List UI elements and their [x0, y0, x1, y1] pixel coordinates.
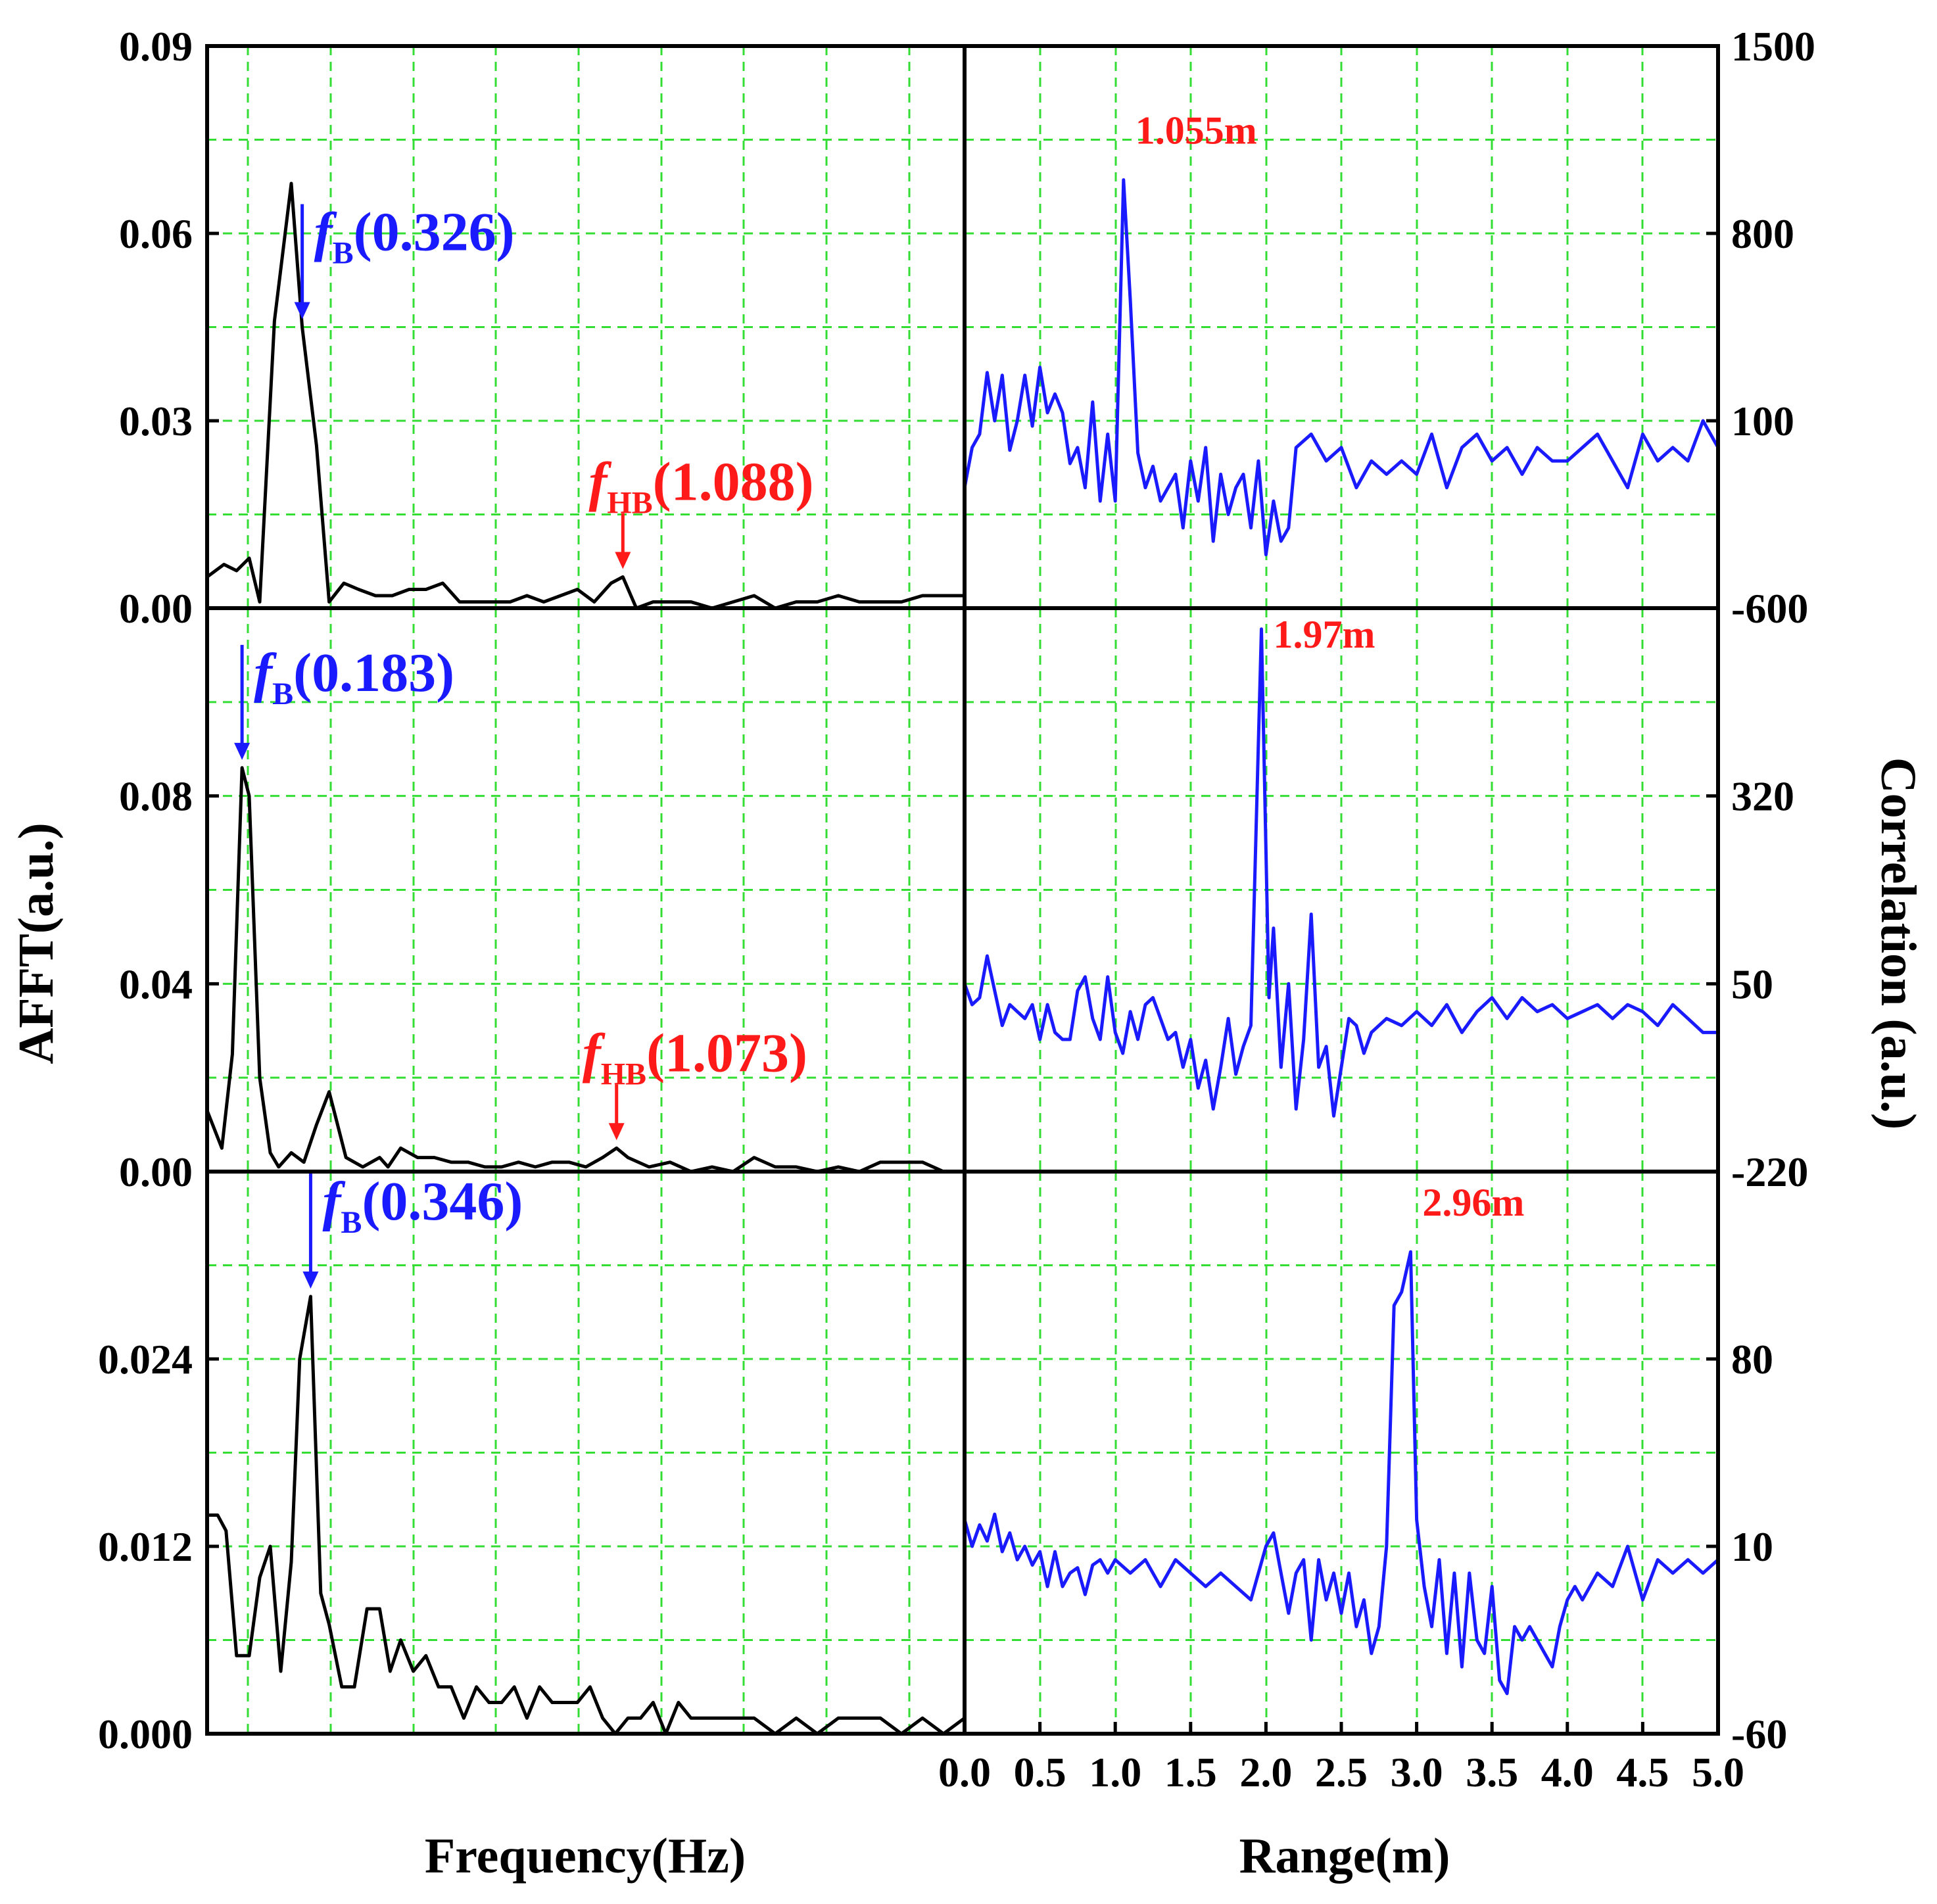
bottom-right-peak-label: 2.96m: [1422, 1181, 1524, 1224]
left-x-axis-title: Frequency(Hz): [425, 1828, 746, 1884]
x-tick-label: 4.0: [1541, 1749, 1594, 1796]
annotation-hb-label: fHB(1.088): [588, 452, 813, 521]
x-tick-label: 2.0: [1239, 1749, 1292, 1796]
x-tick-label: 0.5: [1014, 1749, 1066, 1796]
x-tick-label: 1.0: [1089, 1749, 1141, 1796]
x-tick-label: 3.0: [1391, 1749, 1443, 1796]
x-tick-label: 3.5: [1466, 1749, 1518, 1796]
y-tick-label: 0.09: [119, 23, 193, 70]
y-tick-label-right: 320: [1731, 773, 1794, 820]
y-tick-label-right: -60: [1731, 1711, 1787, 1757]
left-y-axis-title: AFFT(a.u.): [9, 822, 64, 1064]
x-tick-label: 0.0: [938, 1749, 991, 1796]
frame-layer: [205, 44, 1720, 1736]
y-tick-label-right: 800: [1731, 210, 1794, 257]
y-tick-label: 0.00: [119, 585, 193, 632]
y-tick-label: 0.08: [119, 773, 193, 820]
axis-title-layer: AFFT(a.u.) Correlation (a.u.) Frequency(…: [9, 757, 1926, 1884]
annotation-arrow-head: [615, 552, 631, 569]
annotation-hb-label: fHB(1.073): [583, 1022, 807, 1091]
x-tick-label: 4.5: [1616, 1749, 1669, 1796]
right-y-axis-title: Correlation (a.u.): [1871, 757, 1926, 1130]
top-right-peak-label: 1.055m: [1136, 109, 1257, 153]
y-tick-label-right: 100: [1731, 398, 1794, 444]
middle-right-series-line: [963, 627, 1718, 1118]
top-right-series-line: [963, 178, 1720, 557]
y-tick-label: 0.000: [98, 1711, 193, 1757]
y-tick-label: 0.04: [119, 961, 193, 1007]
y-tick-label-right: 10: [1731, 1523, 1773, 1570]
x-tick-label: 1.5: [1164, 1749, 1217, 1796]
annotation-arrow-head: [294, 302, 310, 320]
middle-left-series-line: [205, 766, 945, 1174]
y-tick-label-right: 50: [1731, 961, 1773, 1007]
annotation-arrow-head: [234, 742, 251, 760]
y-tick-label: 0.03: [119, 398, 193, 444]
bottom-right-series-line: [963, 1250, 1719, 1696]
y-tick-label-right: 1500: [1731, 23, 1815, 70]
y-tick-label-right: -220: [1731, 1149, 1808, 1195]
annotation-arrow-head: [608, 1123, 625, 1141]
y-tick-label-right: -600: [1731, 585, 1808, 632]
annotation-arrow-head: [302, 1272, 319, 1289]
y-tick-label-right: 80: [1731, 1336, 1773, 1383]
y-tick-label: 0.024: [98, 1336, 193, 1383]
y-tick-label: 0.00: [119, 1149, 193, 1195]
annotation-b-label: fB(0.346): [322, 1171, 523, 1240]
bottom-left-series-line: [207, 1295, 966, 1736]
tick-layer: 0.00 0.03 0.06 0.09 -600 100 800 1500 0.00 0.04 0.…: [98, 23, 1815, 1796]
x-tick-label: 5.0: [1692, 1749, 1744, 1796]
annotation-layer: fB(0.326) fHB(1.088) 1.055m fB(0.183) fHB(1.…: [234, 109, 1524, 1289]
x-tick-label: 2.5: [1315, 1749, 1368, 1796]
series-layer: [205, 178, 1720, 1736]
annotation-b-label: fB(0.183): [254, 642, 454, 711]
middle-right-peak-label: 1.97m: [1274, 613, 1375, 656]
annotation-b-label: fB(0.326): [314, 202, 515, 271]
top-left-series-line: [206, 181, 965, 610]
right-x-axis-title: Range(m): [1239, 1828, 1450, 1884]
y-tick-label: 0.012: [98, 1523, 193, 1570]
y-tick-label: 0.06: [119, 210, 193, 257]
